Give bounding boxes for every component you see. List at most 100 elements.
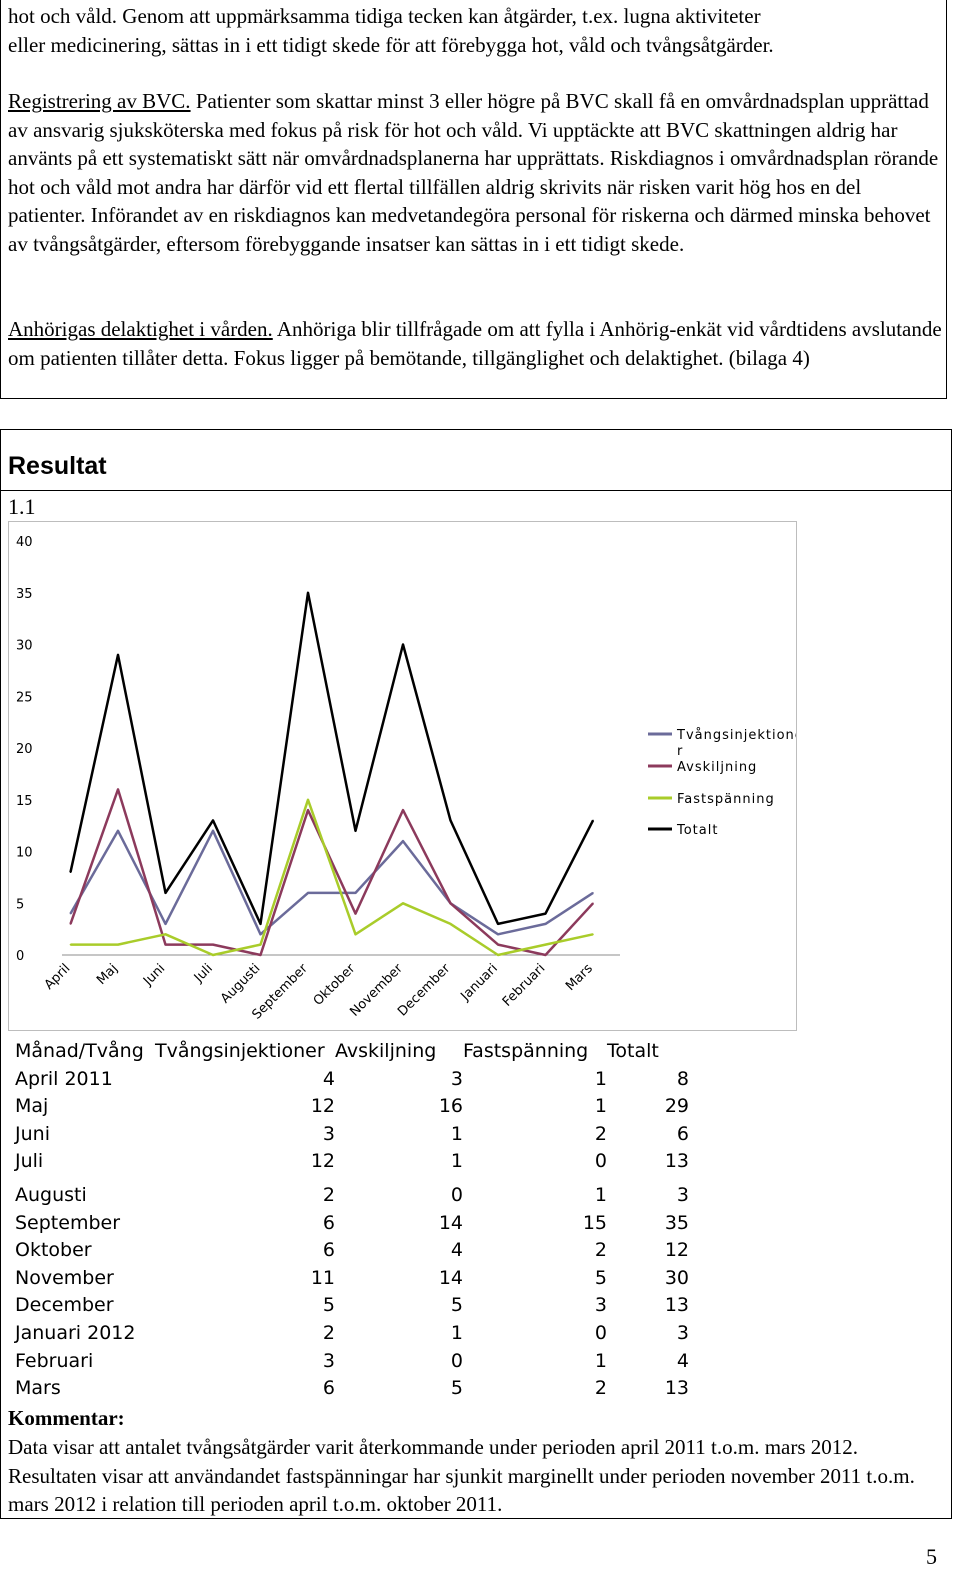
data-table: Månad/Tvång Tvångsinjektioner Avskiljning F…: [15, 1038, 689, 1403]
table-cell-label: Juli: [15, 1150, 44, 1173]
table-cell-value: 1: [450, 1122, 463, 1145]
table-cell-value: 13: [664, 1294, 689, 1317]
table-cell-value: 11: [310, 1266, 335, 1289]
data-point: [259, 933, 262, 936]
table-cell-label: December: [15, 1294, 114, 1317]
table-row: Juli 12 1 0 13: [15, 1148, 689, 1176]
table-cell-value: 13: [664, 1377, 689, 1400]
series-line: [70, 798, 594, 957]
table-cell-value: 4: [676, 1349, 689, 1372]
data-point: [259, 923, 262, 925]
y-tick-label: 30: [16, 639, 33, 654]
table-cell-value: 12: [664, 1239, 689, 1262]
table-row: Augusti 2 0 1 3: [15, 1182, 689, 1210]
table-cell-label: April 2011: [15, 1067, 113, 1090]
data-point: [497, 923, 499, 925]
series-line: [69, 788, 594, 957]
table-cell-value: Avskiljning: [335, 1040, 437, 1062]
page-number: 5: [926, 1544, 937, 1569]
table-cell-value: 6: [322, 1377, 335, 1400]
table-cell-value: 8: [676, 1067, 689, 1090]
table-cell-value: 35: [664, 1211, 689, 1234]
table-cell-value: 1: [450, 1321, 463, 1344]
data-point: [449, 902, 452, 905]
table-cell-value: 12: [310, 1095, 335, 1118]
table-cell-value: Tvångsinjektioner: [155, 1040, 325, 1062]
data-point: [69, 912, 72, 915]
data-point: [544, 912, 547, 915]
series-line: [69, 829, 594, 936]
data-point: [497, 954, 499, 956]
x-tick-label: Februari: [500, 961, 548, 1009]
table-cell-value: 3: [322, 1349, 335, 1372]
data-point: [117, 830, 119, 832]
kommentar-title: Kommentar:: [8, 1406, 125, 1430]
x-tick-label: Juni: [140, 961, 168, 989]
legend-label: Tvångsinjektione: [676, 728, 796, 743]
legend-label: Avskiljning: [677, 760, 757, 775]
data-point: [497, 943, 499, 946]
intro-box: [0, 0, 947, 399]
table-row: Maj 12 16 1 29: [15, 1093, 689, 1121]
y-tick-label: 10: [16, 846, 33, 861]
table-cell-value: 15: [582, 1211, 607, 1234]
table-cell-value: 2: [594, 1239, 607, 1262]
table-cell-value: 6: [322, 1211, 335, 1234]
table-cell-value: 29: [664, 1095, 689, 1118]
table-cell-value: 0: [594, 1150, 607, 1173]
anhoriga-paragraph: Anhörigas delaktighet i vården. Anhöriga…: [8, 315, 943, 372]
resultat-divider: [0, 490, 952, 491]
table-cell-value: 30: [664, 1266, 689, 1289]
y-tick-label: 25: [16, 690, 33, 705]
data-point: [449, 819, 452, 822]
y-tick-label: 40: [16, 535, 33, 550]
table-cell-label: Februari: [15, 1349, 94, 1372]
table-cell-value: 0: [594, 1321, 607, 1344]
data-point: [402, 643, 404, 646]
table-cell-label: Augusti: [15, 1183, 87, 1206]
table-row: Juni 3 1 2 6: [15, 1121, 689, 1149]
table-cell-value: 6: [676, 1122, 689, 1145]
resultat-title: Resultat: [8, 452, 107, 480]
table-row: April 2011 4 3 1 8: [15, 1066, 689, 1094]
data-point: [354, 830, 357, 832]
table-cell-value: 2: [322, 1321, 335, 1344]
table-cell-value: 12: [310, 1150, 335, 1173]
x-tick-label: Januari: [458, 961, 501, 1004]
table-cell-value: 14: [438, 1266, 463, 1289]
table-row: November 11 14 5 30: [15, 1265, 689, 1293]
x-tick-label: Mars: [563, 961, 596, 994]
table-cell-value: 3: [676, 1321, 689, 1344]
resultat-subtitle: 1.1: [8, 494, 36, 519]
table-header-row: Månad/Tvång Tvångsinjektioner Avskiljning F…: [15, 1038, 689, 1066]
table-cell-value: 4: [322, 1067, 335, 1090]
table-cell-value: 1: [450, 1150, 463, 1173]
kommentar-text: Data visar att antalet tvångsåtgärder va…: [8, 1435, 915, 1516]
data-point: [212, 943, 214, 946]
table-cell-value: 16: [438, 1095, 463, 1118]
table-cell-value: 5: [322, 1294, 335, 1317]
data-point: [259, 954, 262, 956]
data-point: [497, 933, 499, 936]
table-cell-value: 5: [594, 1266, 607, 1289]
table-cell-value: 2: [594, 1377, 607, 1400]
x-tick-label: December: [395, 961, 454, 1020]
data-point: [164, 892, 167, 894]
data-point: [69, 871, 72, 873]
data-point: [354, 892, 357, 894]
table-cell-value: 2: [322, 1183, 335, 1206]
table-cell-label: Mars: [15, 1377, 61, 1400]
resultat-box: [0, 429, 952, 1519]
series-line: [69, 591, 595, 926]
bvc-paragraph: Registrering av BVC. Patienter som skatt…: [8, 87, 943, 258]
table-cell-value: 6: [322, 1239, 335, 1262]
data-point: [117, 943, 119, 946]
y-tick-label: 0: [16, 949, 24, 964]
data-point: [544, 923, 547, 925]
data-point: [164, 943, 167, 946]
data-point: [307, 809, 309, 811]
table-cell-value: 1: [594, 1349, 607, 1372]
table-cell-value: 1: [594, 1095, 607, 1118]
y-tick-label: 35: [16, 587, 33, 602]
x-tick-label: Augusti: [218, 961, 263, 1006]
